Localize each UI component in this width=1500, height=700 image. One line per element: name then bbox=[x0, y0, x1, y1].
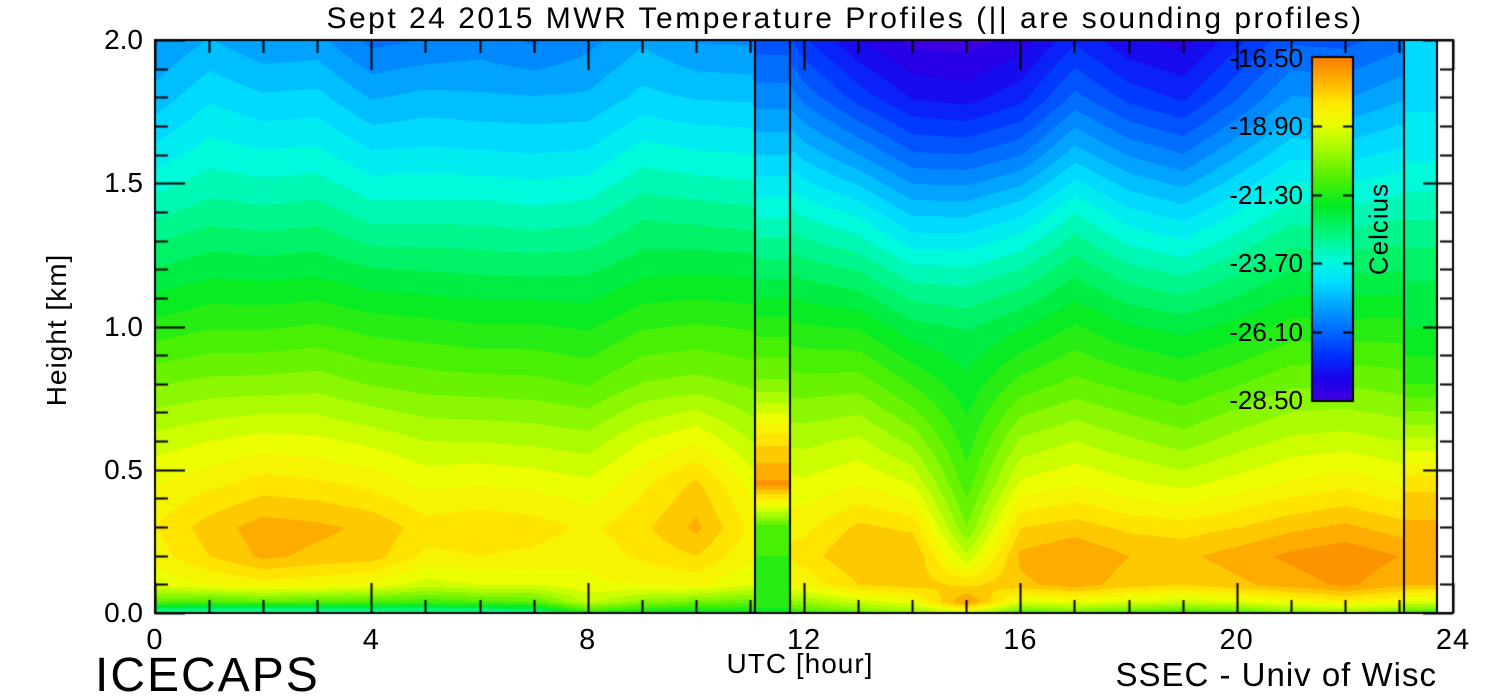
x-axis-label: UTC [hour] bbox=[726, 648, 874, 679]
x-tick-label: 24 bbox=[1435, 624, 1471, 656]
x-tick-label: 16 bbox=[1003, 624, 1038, 656]
credit-text: SSEC - Univ of Wisc bbox=[1115, 656, 1437, 693]
colorbar-tick-label: -28.50 bbox=[1229, 385, 1303, 415]
chart-title: Sept 24 2015 MWR Temperature Profiles (|… bbox=[326, 2, 1364, 35]
y-tick-label: 2.0 bbox=[104, 24, 143, 55]
x-tick-label: 4 bbox=[362, 624, 380, 656]
colorbar-tick-label: -21.30 bbox=[1229, 179, 1303, 210]
y-tick-label: 1.5 bbox=[104, 167, 143, 199]
x-tick-label: 0 bbox=[146, 624, 164, 656]
colorbar-tick-label: -16.50 bbox=[1229, 43, 1303, 73]
y-tick-label: 0.0 bbox=[104, 597, 143, 628]
x-tick-label: 20 bbox=[1219, 624, 1254, 656]
x-tick-label: 12 bbox=[786, 624, 822, 656]
y-tick-label: 0.5 bbox=[104, 453, 143, 485]
colorbar-tick-label: -23.70 bbox=[1229, 248, 1303, 279]
x-tick-label: 8 bbox=[579, 624, 597, 656]
colorbar-title: Celcius bbox=[1363, 182, 1394, 276]
y-tick-label: 1.0 bbox=[104, 310, 143, 342]
colorbar-tick-label: -18.90 bbox=[1229, 111, 1303, 142]
y-axis-label: Height [km] bbox=[41, 253, 72, 407]
project-watermark: ICECAPS bbox=[95, 649, 320, 700]
colorbar-tick-label: -26.10 bbox=[1229, 316, 1303, 347]
